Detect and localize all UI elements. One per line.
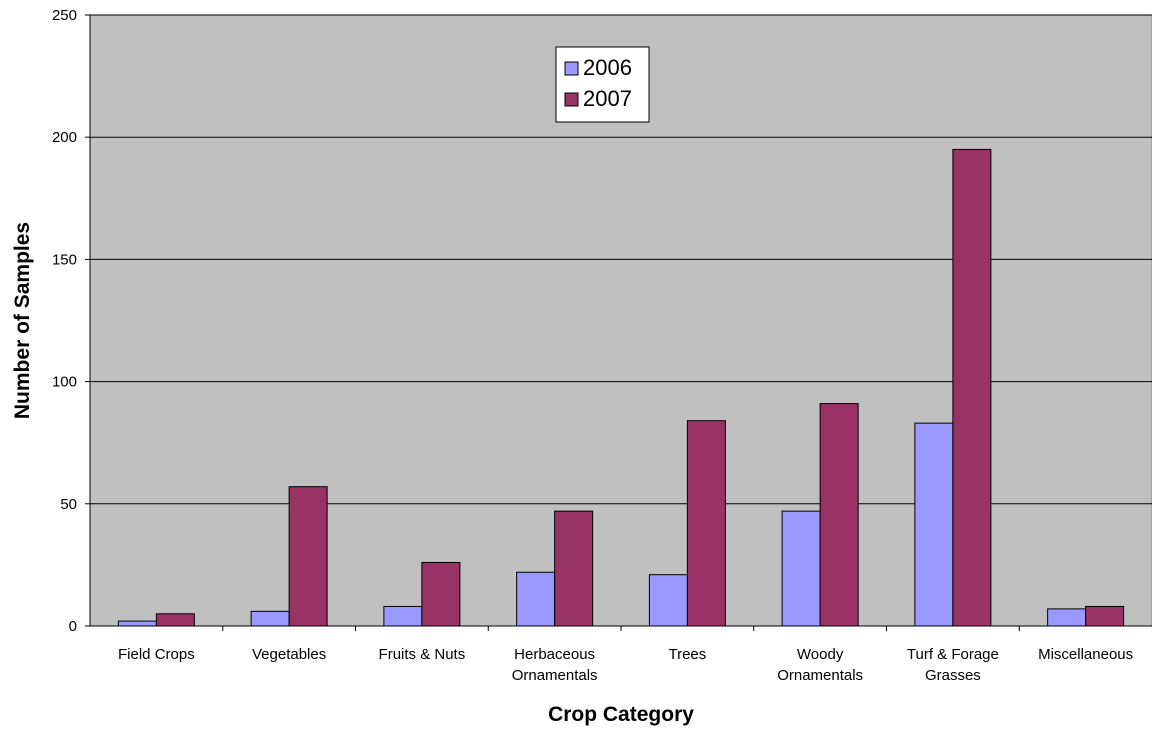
bar-2006-0 bbox=[117, 620, 157, 627]
bar-2007-4 bbox=[686, 420, 726, 627]
bar-2007-2 bbox=[421, 561, 461, 627]
x-tick-label: Field Crops bbox=[118, 646, 195, 663]
x-tick-label: Woody Ornamentals bbox=[777, 646, 863, 684]
bar-2006-7 bbox=[1047, 608, 1087, 627]
bar-2006-5 bbox=[781, 510, 821, 627]
x-tick-labels: Field Crops Vegetables Fruits & Nuts Herbac… bbox=[118, 646, 1133, 684]
bar-2006-1 bbox=[250, 610, 290, 627]
x-tick-label: Trees bbox=[668, 646, 706, 663]
legend-swatch-2007 bbox=[564, 92, 579, 107]
y-tick-label: 50 bbox=[60, 496, 77, 513]
bar-2006-6 bbox=[914, 422, 954, 627]
x-tick-label: Vegetables bbox=[252, 646, 326, 663]
x-axis-title: Crop Category bbox=[548, 703, 694, 726]
y-tick-label: 150 bbox=[52, 251, 77, 268]
x-tick-label: Turf & Forage Grasses bbox=[907, 646, 999, 684]
bar-2006-3 bbox=[516, 571, 556, 627]
axes bbox=[85, 14, 1152, 631]
bar-2007-6 bbox=[952, 148, 992, 627]
bar-2006-4 bbox=[648, 574, 688, 627]
bar-2007-1 bbox=[288, 486, 328, 627]
x-tick-label: Fruits & Nuts bbox=[379, 646, 466, 663]
y-tick-label: 200 bbox=[52, 129, 77, 146]
legend-swatch-2006 bbox=[564, 61, 579, 76]
legend-label-2006: 2006 bbox=[583, 55, 632, 80]
legend-box bbox=[555, 46, 650, 123]
y-tick-label: 250 bbox=[52, 7, 77, 24]
bars bbox=[117, 148, 1125, 627]
legend-label-2007: 2007 bbox=[583, 86, 632, 111]
bar-2007-3 bbox=[554, 510, 594, 627]
y-tick-labels: 0 50 100 150 200 250 bbox=[52, 7, 77, 635]
bar-2006-2 bbox=[383, 605, 423, 627]
y-axis-title: Number of Samples bbox=[11, 222, 34, 419]
bar-2007-0 bbox=[155, 613, 195, 627]
bar-2007-7 bbox=[1085, 605, 1125, 627]
y-tick-label: 100 bbox=[52, 374, 77, 391]
x-tick-label: Miscellaneous bbox=[1038, 646, 1133, 663]
y-tick-label: 0 bbox=[69, 618, 77, 635]
x-tick-label: Herbaceous Ornamentals bbox=[512, 646, 598, 684]
bar-2007-5 bbox=[819, 403, 859, 627]
legend: 2006 2007 bbox=[555, 46, 650, 123]
